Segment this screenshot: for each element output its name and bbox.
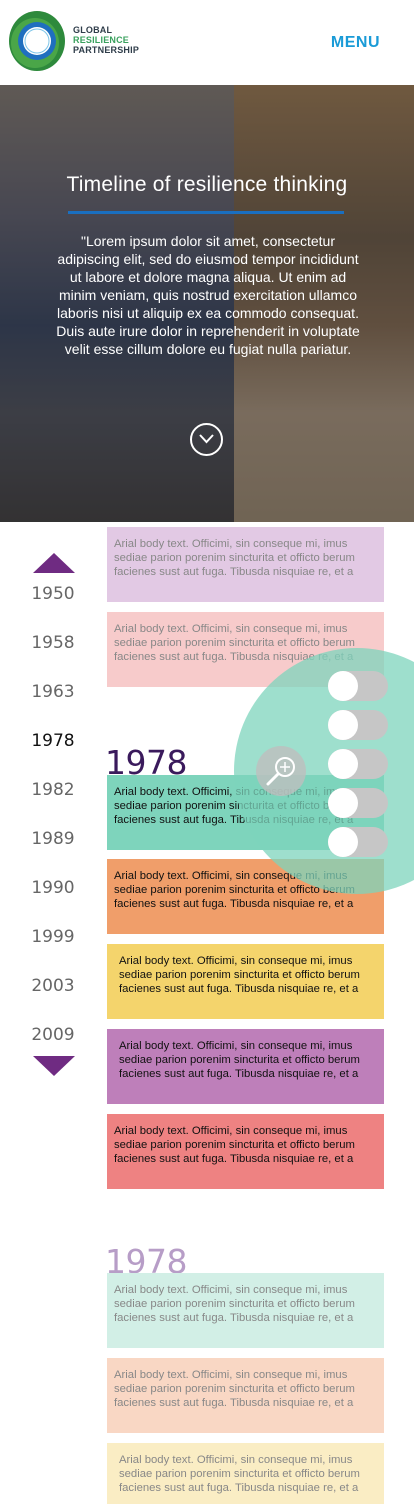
chevron-down-icon [199,434,214,444]
brand-name: GLOBAL RESILIENCE PARTNERSHIP [73,25,139,55]
toggle-switch-1[interactable] [328,671,388,701]
year-item-2003[interactable]: 2003 [31,976,75,996]
brand-line-global: GLOBAL [73,25,113,35]
timeline-card-orange-faded[interactable]: Arial body text. Officimi, sin conseque … [107,1358,384,1433]
timeline-card-lavender[interactable]: Arial body text. Officimi, sin conseque … [107,527,384,602]
toggle-knob [328,749,358,779]
year-item-2009[interactable]: 2009 [31,1025,75,1045]
hero-banner: Timeline of resilience thinking "Lorem i… [0,85,414,522]
brand-line-resilience: RESILIENCE [73,35,130,45]
year-down-arrow-icon[interactable] [33,1056,75,1076]
timeline-card-violet[interactable]: Arial body text. Officimi, sin conseque … [107,1029,384,1104]
toggle-switch-5[interactable] [328,827,388,857]
year-item-1963[interactable]: 1963 [31,682,75,702]
page-title: Timeline of resilience thinking [66,173,348,196]
brand-line-partnership: PARTNERSHIP [73,45,140,55]
title-divider [68,211,344,214]
toggle-switch-3[interactable] [328,749,388,779]
toggle-knob [328,788,358,818]
year-item-1999[interactable]: 1999 [31,927,75,947]
year-item-1982[interactable]: 1982 [31,780,75,800]
timeline-card-yellow[interactable]: Arial body text. Officimi, sin conseque … [107,944,384,1019]
hero-intro-text: "Lorem ipsum dolor sit amet, consectetur… [56,233,360,357]
toggle-switch-2[interactable] [328,710,388,740]
year-item-1958[interactable]: 1958 [31,633,75,653]
year-item-1989[interactable]: 1989 [31,829,75,849]
zoom-button[interactable] [256,746,306,796]
timeline-card-yellow-faded[interactable]: Arial body text. Officimi, sin conseque … [107,1443,384,1504]
year-item-1978-active[interactable]: 1978 [31,731,75,751]
scroll-down-button[interactable] [190,423,223,456]
year-item-1990[interactable]: 1990 [31,878,75,898]
zoom-in-icon [266,757,295,786]
toggle-knob [328,710,358,740]
toggle-switch-4[interactable] [328,788,388,818]
hero-photo-right [234,85,414,522]
toggle-knob [328,827,358,857]
toggle-knob [328,671,358,701]
year-up-arrow-icon[interactable] [33,553,75,573]
timeline-card-salmon[interactable]: Arial body text. Officimi, sin conseque … [107,1114,384,1189]
gbr-logo-icon[interactable] [8,10,66,72]
site-header: GLOBAL RESILIENCE PARTNERSHIP MENU [0,0,414,85]
menu-button[interactable]: MENU [330,34,380,51]
year-item-1950[interactable]: 1950 [31,584,75,604]
timeline-card-mint-faded[interactable]: Arial body text. Officimi, sin conseque … [107,1273,384,1348]
